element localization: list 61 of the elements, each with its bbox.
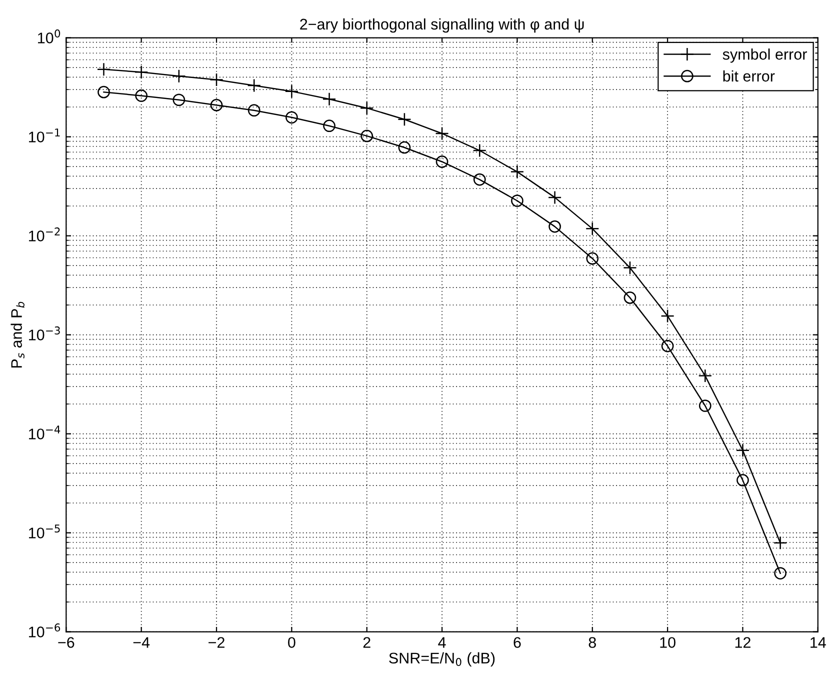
y-tick-label: 10$^{−2}$ (29, 227, 60, 242)
point (736, 474, 749, 486)
point (247, 78, 261, 92)
point (510, 164, 524, 179)
point (172, 94, 186, 106)
point (698, 400, 712, 412)
point (698, 368, 712, 383)
point (586, 252, 599, 265)
point (98, 86, 110, 98)
point (773, 536, 788, 550)
point (286, 111, 298, 124)
point (624, 292, 636, 304)
legend-label: symbol error (722, 48, 807, 63)
x-tick-label: 0 (288, 637, 296, 648)
point (586, 222, 600, 236)
y-tick-label: 10$^{−6}$ (29, 623, 60, 638)
point (135, 90, 148, 102)
point (360, 130, 374, 142)
x-tick-label: −4 (133, 637, 150, 648)
point (398, 141, 411, 154)
x-tick-label: 8 (588, 637, 596, 648)
point (436, 156, 448, 168)
x-tick-label: 10 (660, 637, 676, 648)
legend-label: bit error (723, 70, 775, 82)
point (661, 340, 674, 352)
point (473, 173, 486, 186)
point (548, 190, 562, 204)
y-tick-label: 10$^{−5}$ (29, 524, 60, 538)
x-tick-label: 4 (438, 637, 446, 648)
point (548, 220, 561, 233)
point (323, 120, 336, 132)
x-tick-label: −2 (208, 637, 224, 648)
point (774, 567, 786, 580)
point (210, 72, 224, 87)
x-axis-title: SNR=E/N$_{0}$ (dB) (389, 652, 495, 667)
point (172, 69, 186, 84)
x-tick-label: 6 (514, 637, 521, 648)
point (398, 112, 412, 126)
chart-title: 2−ary biorthogonal signalling with φ and ψ (300, 18, 584, 33)
x-tick-label: −6 (58, 637, 74, 648)
y-tick-label: 10$^{−4}$ (29, 426, 60, 440)
point (284, 84, 299, 98)
point (623, 260, 637, 275)
point (96, 62, 111, 76)
point (736, 444, 750, 458)
point (472, 144, 486, 158)
point (134, 65, 148, 80)
point (435, 126, 449, 140)
x-tick-label: 12 (735, 637, 750, 648)
point (210, 98, 223, 112)
y-axis-title: P$_{s}$ and P$_{b}$ (10, 302, 24, 368)
y-tick-label: 10$^{−3}$ (29, 326, 60, 340)
point (248, 104, 260, 117)
point (322, 92, 336, 106)
x-tick-label: 14 (810, 637, 826, 648)
point (660, 309, 674, 323)
y-tick-label: 10$^{0}$ (38, 29, 60, 44)
x-tick-label: 2 (363, 637, 370, 648)
point (360, 101, 374, 115)
y-tick-label: 10$^{−1}$ (29, 128, 60, 142)
point (511, 194, 524, 207)
